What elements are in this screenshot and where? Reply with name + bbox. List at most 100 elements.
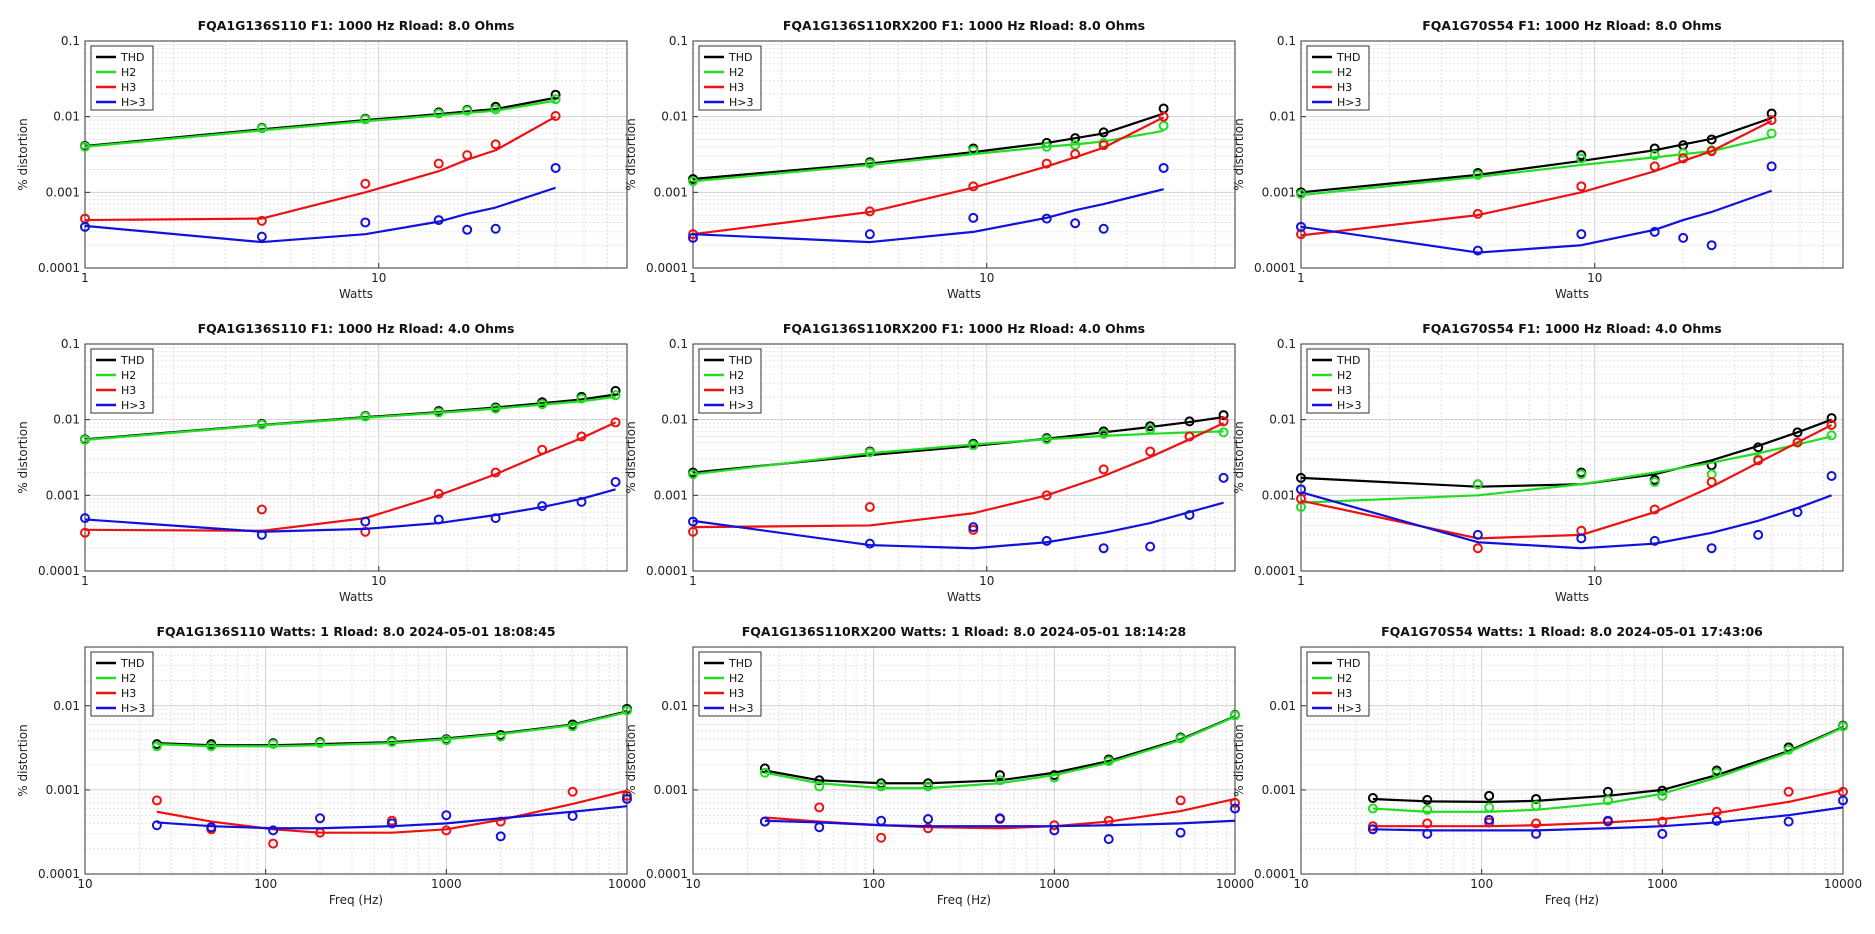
legend: THD H2 H3 H>3 <box>90 651 154 717</box>
x-tick-label: 10 <box>1587 271 1602 285</box>
data-point-H3 <box>864 206 875 217</box>
data-point-H3 <box>1706 477 1717 488</box>
y-tick-label: 0.001 <box>654 488 688 502</box>
fit-line-H2 <box>84 99 556 148</box>
data-point-H3 <box>567 786 578 797</box>
data-point-H2 <box>1041 141 1052 152</box>
legend-label: H2 <box>1337 66 1352 79</box>
y-tick-label: 0.0001 <box>646 261 688 275</box>
legend-label: H2 <box>1337 672 1352 685</box>
y-axis-label: % distortion <box>16 118 30 190</box>
data-point-THD <box>1296 472 1306 483</box>
data-point-H2 <box>462 105 473 116</box>
plot-area <box>1301 344 1843 571</box>
y-tick-label: 0.01 <box>53 110 80 124</box>
data-point-THD <box>1098 127 1109 138</box>
data-point-H2 <box>1766 128 1777 139</box>
data-point-H3 <box>876 832 887 843</box>
y-tick-label: 0.01 <box>1269 699 1296 713</box>
data-point-THD <box>1826 413 1837 424</box>
data-point-H>3 <box>1838 795 1848 806</box>
legend: THD H2 H3 H>3 <box>1306 45 1370 111</box>
data-point-H2 <box>268 739 279 750</box>
legend-label: THD <box>728 354 752 367</box>
data-point-H>3 <box>1711 815 1722 826</box>
data-point-H3 <box>1576 181 1587 192</box>
legend-label: H2 <box>121 369 136 382</box>
y-tick-label: 0.001 <box>1262 185 1296 199</box>
fit-line-H>3 <box>692 501 1224 550</box>
data-point-H>3 <box>1296 484 1306 495</box>
data-point-THD <box>1792 427 1803 438</box>
chart-5: 1 10 0.0001 0.001 0.01 0.1 FQA1G136S110RX200 F… <box>624 321 1236 604</box>
x-axis-label: Watts <box>339 287 373 301</box>
data-point-H3 <box>433 158 444 169</box>
axes-frame <box>84 40 628 269</box>
data-point-THD <box>759 763 770 774</box>
data-point-H3 <box>968 181 979 192</box>
x-axis-label: Watts <box>947 287 981 301</box>
data-point-H>3 <box>268 825 279 836</box>
legend-label: H>3 <box>729 702 754 715</box>
data-point-H>3 <box>433 514 444 525</box>
data-point-H>3 <box>1531 828 1542 839</box>
y-tick-label: 0.0001 <box>646 564 688 578</box>
data-point-H3 <box>1158 111 1169 122</box>
x-tick-label: 100 <box>1470 877 1493 891</box>
fit-line-H>3 <box>1372 806 1844 832</box>
data-point-H3 <box>688 526 698 537</box>
data-point-H>3 <box>1422 828 1433 839</box>
data-point-H>3 <box>1175 827 1186 838</box>
data-point-H2 <box>814 781 825 792</box>
data-point-H>3 <box>1657 828 1668 839</box>
data-point-H>3 <box>1041 213 1052 224</box>
data-point-H2 <box>759 767 770 778</box>
x-tick-label: 1 <box>81 574 89 588</box>
data-point-H>3 <box>923 814 934 825</box>
data-point-H3 <box>268 838 279 849</box>
legend-label: H3 <box>121 687 136 700</box>
data-point-H2 <box>490 403 501 414</box>
legend-label: H>3 <box>121 702 146 715</box>
y-axis-label: % distortion <box>1232 724 1246 796</box>
fit-line-H3 <box>1300 424 1833 540</box>
legend-label: H2 <box>729 369 744 382</box>
legend: THD H2 H3 H>3 <box>698 348 762 414</box>
y-tick-label: 0.0001 <box>38 261 80 275</box>
legend-label: THD <box>120 657 144 670</box>
x-tick-label: 100 <box>254 877 277 891</box>
chart-title: FQA1G136S110 F1: 1000 Hz Rload: 4.0 Ohms <box>198 321 515 336</box>
legend-label: H>3 <box>729 399 754 412</box>
y-tick-label: 0.1 <box>669 34 688 48</box>
legend-label: H>3 <box>121 96 146 109</box>
data-point-H>3 <box>1576 229 1587 240</box>
data-point-H3 <box>814 802 825 813</box>
legend-label: THD <box>1336 51 1360 64</box>
data-point-H2 <box>495 731 506 742</box>
data-point-H3 <box>1792 437 1803 448</box>
axes-frame <box>84 646 628 875</box>
plot-area <box>85 41 627 268</box>
data-point-H2 <box>864 158 875 169</box>
data-point-H3 <box>1098 140 1109 151</box>
legend-label: THD <box>1336 354 1360 367</box>
fit-line-H2 <box>692 430 1224 476</box>
data-point-H2 <box>1711 767 1722 778</box>
data-point-H>3 <box>1218 472 1229 483</box>
data-point-THD <box>1706 460 1717 471</box>
chart-title: FQA1G70S54 F1: 1000 Hz Rload: 8.0 Ohms <box>1422 18 1721 33</box>
data-point-H3 <box>1422 818 1433 829</box>
legend-label: THD <box>728 657 752 670</box>
y-tick-label: 0.001 <box>46 185 80 199</box>
legend-label: THD <box>728 51 752 64</box>
data-point-H>3 <box>759 816 770 827</box>
data-point-H2 <box>1531 800 1542 811</box>
data-point-H>3 <box>151 820 162 831</box>
y-axis-label: % distortion <box>1232 118 1246 190</box>
x-tick-label: 1 <box>1297 271 1305 285</box>
legend-label: THD <box>120 51 144 64</box>
x-tick-label: 100 <box>862 877 885 891</box>
y-tick-label: 0.0001 <box>1254 867 1296 881</box>
data-point-H2 <box>1472 479 1483 490</box>
